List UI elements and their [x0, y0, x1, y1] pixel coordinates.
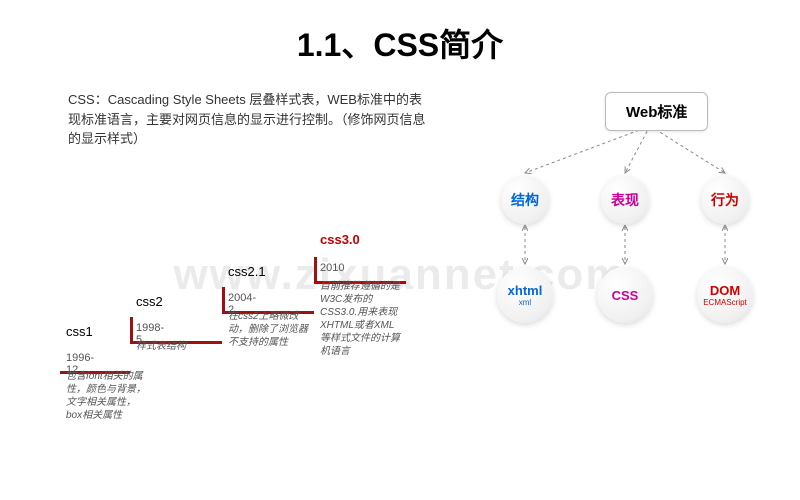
- step-desc: 包含font相关的属性，颜色与背景，文字相关属性，box相关属性: [66, 370, 146, 422]
- tree-node: DOMECMAScript: [697, 267, 753, 323]
- step-desc: 样式表结构: [136, 340, 216, 353]
- step-label: css1: [66, 324, 93, 339]
- step-desc: 在css2上略微改动，删除了浏览器不支持的属性: [228, 310, 308, 349]
- tree-root: Web标准: [605, 92, 708, 131]
- step-label: css3.0: [320, 232, 360, 247]
- tree-node: 行为: [701, 176, 749, 224]
- step-label: css2: [136, 294, 163, 309]
- tree-node: 结构: [501, 176, 549, 224]
- page-title: 1.1、CSS简介: [0, 0, 800, 76]
- intro-text: CSS：Cascading Style Sheets 层叠样式表，WEB标准中的…: [68, 90, 428, 149]
- tree-node: CSS: [597, 267, 653, 323]
- tree-node: xhtmlxml: [497, 267, 553, 323]
- step-label: css2.1: [228, 264, 266, 279]
- step-date: 2010: [320, 262, 344, 274]
- tree-node: 表现: [601, 176, 649, 224]
- step-desc: 目前推荐遵循的是W3C发布的CSS3.0.用来表现XHTML或者XML等样式文件…: [320, 280, 400, 358]
